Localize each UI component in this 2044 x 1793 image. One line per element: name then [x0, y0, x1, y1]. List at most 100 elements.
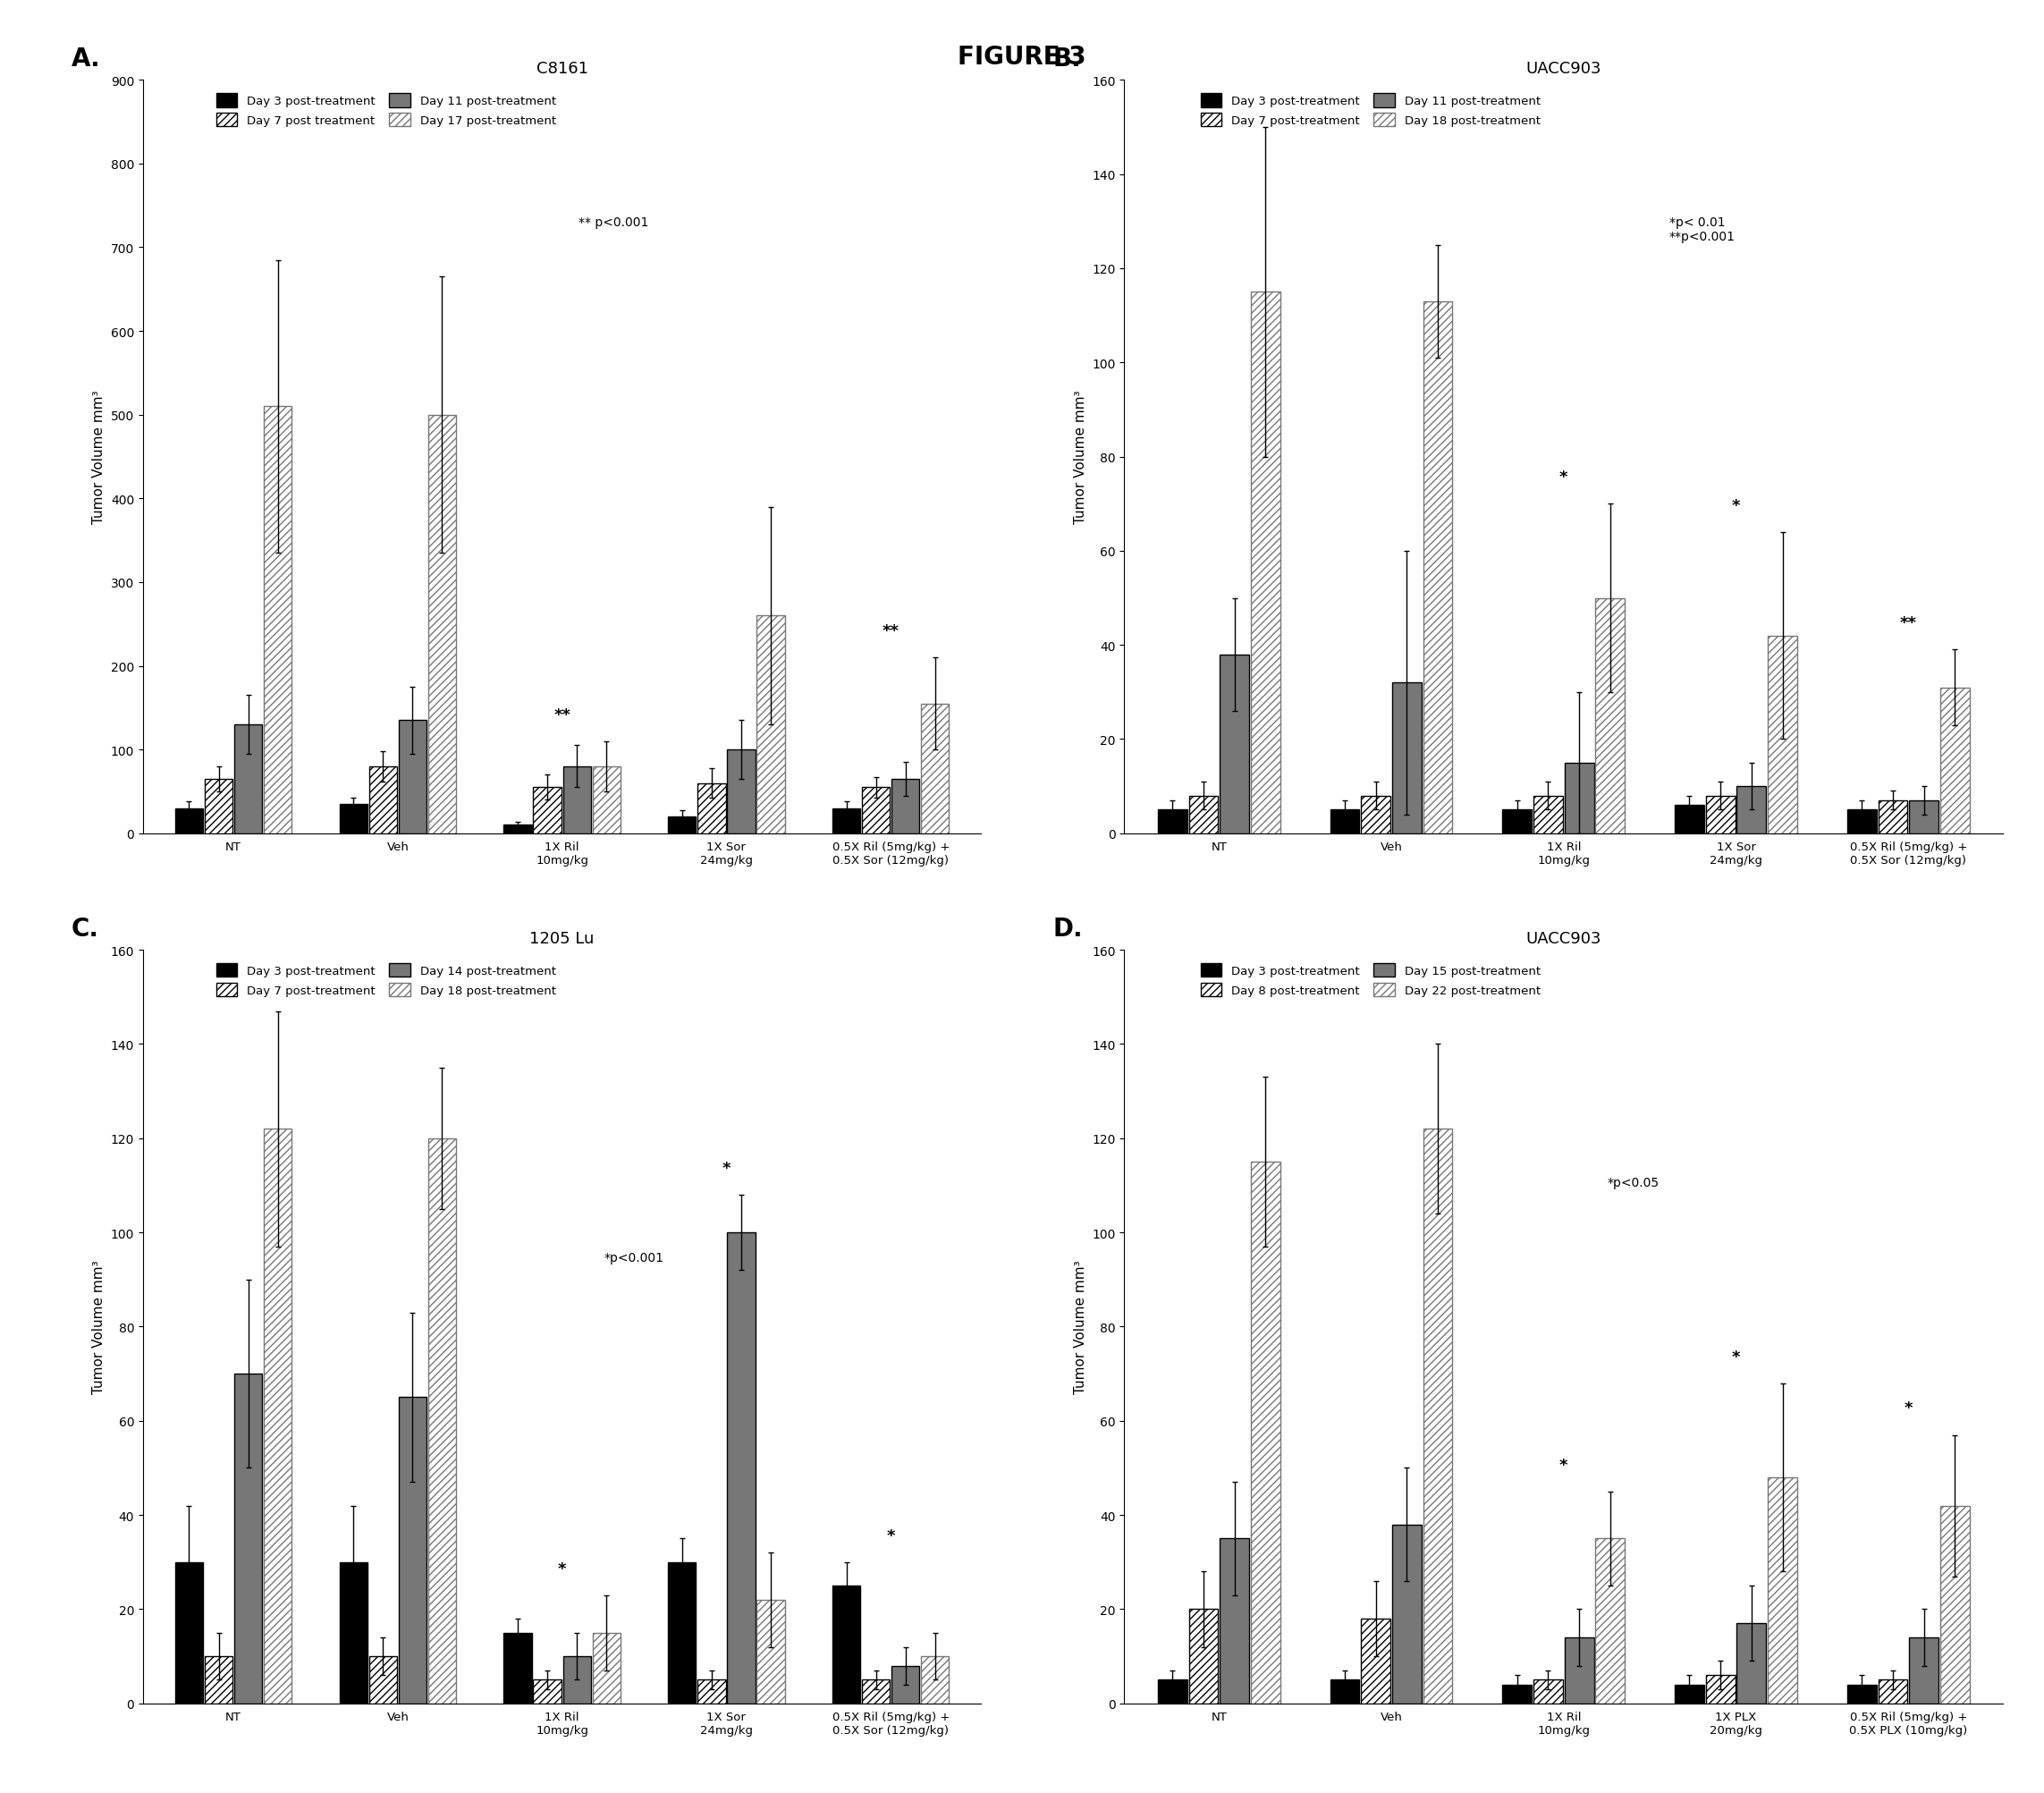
Bar — [1707, 1675, 1735, 1703]
Bar — [1533, 1680, 1564, 1703]
Bar — [1737, 1623, 1766, 1703]
Bar — [1423, 1130, 1453, 1703]
Bar — [922, 705, 948, 834]
Bar — [863, 1680, 889, 1703]
Bar — [1502, 1685, 1531, 1703]
Text: *: * — [722, 1160, 730, 1176]
Bar — [339, 1562, 368, 1703]
Bar — [235, 1373, 262, 1703]
Title: 1205 Lu: 1205 Lu — [529, 931, 595, 947]
Bar — [1190, 796, 1218, 834]
Bar — [503, 1633, 531, 1703]
Bar — [593, 1633, 621, 1703]
Text: *: * — [1560, 470, 1568, 486]
Bar — [1220, 1538, 1249, 1703]
Bar — [1502, 810, 1531, 834]
Bar — [1251, 1162, 1280, 1703]
Bar — [832, 1585, 861, 1703]
Bar — [1331, 1680, 1359, 1703]
Bar — [891, 780, 920, 834]
Bar — [176, 1562, 202, 1703]
Bar — [1909, 1637, 1938, 1703]
Bar — [863, 787, 889, 834]
Bar — [1392, 1524, 1421, 1703]
Bar — [370, 1657, 397, 1703]
Bar — [922, 1657, 948, 1703]
Bar — [1596, 599, 1625, 834]
Bar — [1848, 810, 1876, 834]
Y-axis label: Tumor Volume mm³: Tumor Volume mm³ — [92, 1260, 106, 1393]
Bar — [562, 767, 591, 834]
Bar — [1533, 796, 1564, 834]
Bar — [1878, 1680, 1907, 1703]
Bar — [1157, 1680, 1188, 1703]
Text: ** p<0.001: ** p<0.001 — [578, 217, 648, 230]
Bar — [697, 784, 726, 834]
Bar — [204, 780, 233, 834]
Bar — [503, 825, 531, 834]
Bar — [756, 617, 785, 834]
Bar — [1361, 796, 1390, 834]
Bar — [427, 416, 456, 834]
Bar — [697, 1680, 726, 1703]
Text: **: ** — [883, 624, 899, 638]
Bar — [264, 1130, 292, 1703]
Bar — [728, 1234, 754, 1703]
Bar — [1909, 801, 1938, 834]
Bar — [1220, 654, 1249, 834]
Bar — [264, 407, 292, 834]
Y-axis label: Tumor Volume mm³: Tumor Volume mm³ — [1073, 1260, 1087, 1393]
Bar — [1423, 301, 1453, 834]
Bar — [756, 1599, 785, 1703]
Legend: Day 3 post-treatment, Day 7 post treatment, Day 11 post-treatment, Day 17 post-t: Day 3 post-treatment, Day 7 post treatme… — [217, 93, 556, 127]
Text: **: ** — [1899, 615, 1917, 631]
Bar — [1331, 810, 1359, 834]
Bar — [399, 1397, 427, 1703]
Bar — [1768, 1477, 1797, 1703]
Text: B.: B. — [1053, 47, 1081, 72]
Title: C8161: C8161 — [536, 61, 589, 77]
Bar — [339, 805, 368, 834]
Bar — [176, 809, 202, 834]
Bar — [832, 809, 861, 834]
Text: C.: C. — [72, 916, 100, 941]
Bar — [891, 1666, 920, 1703]
Text: *: * — [887, 1528, 895, 1544]
Legend: Day 3 post-treatment, Day 8 post-treatment, Day 15 post-treatment, Day 22 post-t: Day 3 post-treatment, Day 8 post-treatme… — [1200, 963, 1541, 997]
Text: **: ** — [554, 706, 570, 723]
Bar — [1564, 1637, 1594, 1703]
Text: *: * — [1560, 1456, 1568, 1472]
Bar — [1674, 1685, 1705, 1703]
Bar — [1707, 796, 1735, 834]
Bar — [427, 1139, 456, 1703]
Title: UACC903: UACC903 — [1527, 931, 1600, 947]
Title: UACC903: UACC903 — [1527, 61, 1600, 77]
Bar — [1674, 805, 1705, 834]
Bar — [533, 787, 562, 834]
Bar — [593, 767, 621, 834]
Bar — [1190, 1610, 1218, 1703]
Bar — [1737, 787, 1766, 834]
Y-axis label: Tumor Volume mm³: Tumor Volume mm³ — [92, 391, 106, 524]
Text: *p< 0.01
**p<0.001: *p< 0.01 **p<0.001 — [1670, 217, 1735, 244]
Bar — [399, 721, 427, 834]
Text: *: * — [1905, 1400, 1913, 1416]
Bar — [668, 1562, 697, 1703]
Bar — [204, 1657, 233, 1703]
Bar — [1361, 1619, 1390, 1703]
Bar — [1940, 1506, 1970, 1703]
Legend: Day 3 post-treatment, Day 7 post-treatment, Day 14 post-treatment, Day 18 post-t: Day 3 post-treatment, Day 7 post-treatme… — [217, 963, 556, 997]
Y-axis label: Tumor Volume mm³: Tumor Volume mm³ — [1073, 391, 1087, 524]
Bar — [562, 1657, 591, 1703]
Text: A.: A. — [72, 47, 100, 72]
Bar — [1768, 637, 1797, 834]
Bar — [370, 767, 397, 834]
Bar — [1251, 292, 1280, 834]
Text: *p<0.05: *p<0.05 — [1607, 1176, 1660, 1189]
Bar — [1596, 1538, 1625, 1703]
Bar — [1392, 683, 1421, 834]
Text: D.: D. — [1053, 916, 1083, 941]
Bar — [668, 818, 697, 834]
Legend: Day 3 post-treatment, Day 7 post-treatment, Day 11 post-treatment, Day 18 post-t: Day 3 post-treatment, Day 7 post-treatme… — [1200, 93, 1541, 127]
Bar — [1878, 801, 1907, 834]
